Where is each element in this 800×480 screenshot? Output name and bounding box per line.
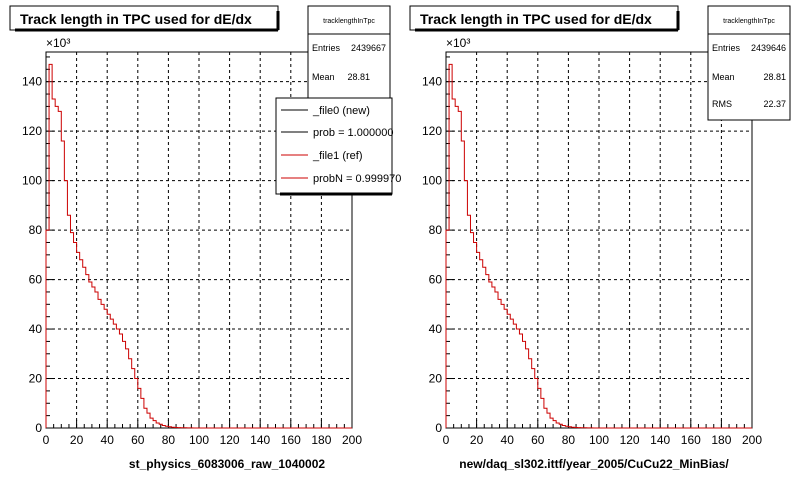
- grid-lines: [446, 52, 752, 428]
- stats-name: tracklengthInTpc: [323, 18, 375, 25]
- y-multiplier: ×10³: [46, 36, 70, 50]
- stats-mean-label: Mean: [312, 72, 335, 82]
- x-tick-label: 20: [470, 433, 484, 447]
- y-tick-label: 0: [435, 421, 442, 435]
- x-axis-ticks: 0 20 40 60 80 100 120 140 160 180 200: [443, 420, 762, 447]
- stats-entries-value: 2439667: [351, 43, 386, 53]
- y-axis-ticks: 0 20 40 60 80 100 120 140: [422, 56, 454, 435]
- y-tick-label: 20: [429, 372, 443, 386]
- legend: _file0 (new) prob = 1.000000 _file1 (ref…: [275, 97, 401, 196]
- x-axis-label: st_physics_6083006_raw_1040002: [129, 457, 325, 471]
- y-tick-label: 60: [29, 273, 43, 287]
- y-tick-label: 140: [22, 75, 42, 89]
- x-tick-label: 40: [101, 433, 115, 447]
- y-tick-label: 80: [429, 223, 443, 237]
- x-tick-label: 200: [742, 433, 762, 447]
- x-tick-label: 40: [501, 433, 515, 447]
- y-tick-label: 40: [29, 322, 43, 336]
- y-tick-label: 100: [22, 174, 42, 188]
- x-tick-label: 100: [189, 433, 209, 447]
- histogram-line: [445, 63, 752, 429]
- y-multiplier: ×10³: [446, 36, 470, 50]
- stats-rms-label: RMS: [712, 99, 732, 109]
- y-tick-label: 140: [422, 75, 442, 89]
- stats-box: [707, 5, 791, 121]
- y-tick-label: 0: [35, 421, 42, 435]
- x-tick-label: 160: [281, 433, 301, 447]
- x-tick-label: 80: [162, 433, 176, 447]
- legend-entry-0: _file0 (new): [312, 105, 370, 117]
- x-tick-label: 0: [43, 433, 50, 447]
- x-axis-label: new/daq_sl302.ittf/year_2005/CuCu22_MinB…: [459, 457, 729, 471]
- stats-mean-label: Mean: [712, 72, 735, 82]
- legend-entry-3: probN = 0.999970: [313, 173, 401, 185]
- x-tick-label: 120: [620, 433, 640, 447]
- legend-entry-1: prob = 1.000000: [313, 127, 393, 139]
- y-tick-label: 100: [422, 174, 442, 188]
- legend-entry-2: _file1 (ref): [312, 150, 363, 162]
- y-tick-label: 120: [22, 124, 42, 138]
- y-tick-label: 120: [422, 124, 442, 138]
- stats-entries-value: 2439646: [751, 43, 786, 53]
- x-tick-label: 140: [650, 433, 670, 447]
- x-tick-label: 20: [70, 433, 84, 447]
- chart-title: Track length in TPC used for dE/dx: [20, 11, 252, 27]
- x-tick-label: 160: [681, 433, 701, 447]
- y-tick-label: 80: [29, 223, 43, 237]
- stats-name: tracklengthInTpc: [723, 18, 775, 25]
- x-tick-label: 140: [250, 433, 270, 447]
- stats-rms-value: 22.37: [763, 99, 786, 109]
- x-tick-label: 80: [562, 433, 576, 447]
- chart-title: Track length in TPC used for dE/dx: [420, 11, 652, 27]
- x-tick-label: 60: [131, 433, 145, 447]
- y-tick-label: 60: [429, 273, 443, 287]
- x-tick-label: 60: [531, 433, 545, 447]
- y-axis-ticks: 0 20 40 60 80 100 120 140: [22, 56, 54, 435]
- stats-mean-value: 28.81: [347, 72, 370, 82]
- y-tick-label: 40: [429, 322, 443, 336]
- histogram-line: [45, 63, 352, 429]
- stats-entries-label: Entries: [712, 43, 741, 53]
- x-tick-label: 200: [342, 433, 362, 447]
- x-tick-label: 180: [711, 433, 731, 447]
- x-tick-label: 180: [311, 433, 331, 447]
- x-tick-label: 100: [589, 433, 609, 447]
- stats-entries-label: Entries: [312, 43, 341, 53]
- title-box: [9, 5, 279, 31]
- stats-mean-value: 28.81: [763, 72, 786, 82]
- x-tick-label: 120: [220, 433, 240, 447]
- x-axis-ticks: 0 20 40 60 80 100 120 140 160 180 200: [43, 420, 362, 447]
- x-tick-label: 0: [443, 433, 450, 447]
- left-histogram-pad: 0 20 40 60 80 100 120 140 0 20 40 60 80 100 120 140 160…: [9, 5, 401, 471]
- right-histogram-pad: 0 20 40 60 80 100 120 140 0 20 40 60 80 100 120 140 160…: [409, 5, 791, 471]
- y-tick-label: 20: [29, 372, 43, 386]
